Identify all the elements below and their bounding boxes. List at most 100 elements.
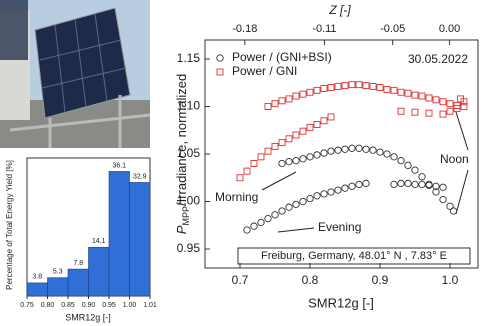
point — [334, 146, 342, 154]
point — [457, 95, 464, 103]
point — [439, 195, 447, 204]
point — [306, 88, 314, 96]
point — [418, 180, 426, 189]
point — [243, 167, 251, 175]
bar — [67, 268, 89, 297]
point — [348, 81, 356, 89]
point — [446, 100, 454, 108]
point — [292, 131, 300, 139]
point — [264, 103, 272, 110]
point — [449, 207, 458, 215]
point — [397, 179, 405, 188]
x2-tick-label: 0.00 — [439, 23, 460, 35]
point — [362, 179, 370, 188]
point — [306, 123, 314, 131]
point — [362, 82, 370, 90]
frame — [9, 95, 151, 148]
point — [446, 107, 454, 115]
point — [376, 84, 384, 91]
point — [320, 190, 328, 198]
point — [306, 153, 314, 161]
point — [404, 89, 412, 97]
point — [271, 142, 279, 150]
point — [327, 113, 335, 121]
value-label: 5.3 — [53, 269, 63, 276]
point — [341, 145, 349, 153]
x-tick-label: 0.8 — [302, 273, 319, 287]
point — [383, 85, 391, 93]
point — [404, 179, 412, 188]
point — [432, 96, 440, 104]
point — [341, 184, 349, 192]
x-axis-label: SMR12g [-] — [65, 312, 111, 322]
point — [278, 97, 286, 105]
x-axis-label: SMR12g [-] — [308, 295, 374, 310]
point — [292, 200, 300, 209]
point — [285, 135, 293, 143]
annotation: Evening — [318, 220, 361, 234]
point — [397, 156, 405, 165]
point — [355, 180, 363, 189]
bar — [108, 171, 130, 297]
point — [299, 155, 307, 163]
x-tick-label: 0.85 — [61, 302, 75, 309]
point — [397, 107, 405, 115]
y-axis-label: Percentage of Total Energy Yield [%] — [5, 160, 14, 290]
point — [313, 121, 321, 129]
y-axis-label: PMPP/Irradiance, normalized — [174, 74, 191, 234]
point — [432, 188, 440, 196]
point — [439, 110, 447, 118]
value-label: 14.1 — [92, 238, 106, 245]
point — [341, 82, 349, 90]
point — [369, 146, 377, 154]
y-tick-label: 1.00 — [177, 194, 201, 208]
legend-label: Power / (GNI+BSI) — [232, 50, 332, 64]
point — [271, 100, 279, 108]
x-tick-label: 0.90 — [82, 302, 96, 309]
point — [320, 117, 328, 125]
x2-tick-label: -0.18 — [232, 23, 257, 35]
point — [446, 202, 454, 210]
point — [453, 104, 461, 112]
point — [250, 160, 258, 167]
point — [460, 103, 468, 110]
point — [299, 127, 307, 135]
legend-label: Power / GNI — [232, 64, 297, 78]
point — [257, 153, 265, 161]
bar — [26, 282, 48, 297]
point — [390, 180, 398, 189]
point — [320, 149, 328, 157]
point — [432, 182, 440, 190]
x-tick-label: 1.00 — [123, 302, 137, 309]
value-label: 7.8 — [73, 260, 83, 267]
point — [285, 203, 293, 211]
value-label: 3.8 — [32, 274, 42, 281]
point — [278, 207, 286, 215]
bar — [88, 247, 110, 297]
point — [327, 84, 335, 91]
arrow — [455, 111, 469, 151]
point — [411, 108, 419, 116]
x-tick-label: 1.01 — [143, 302, 157, 309]
point — [292, 156, 300, 165]
point — [306, 194, 314, 203]
point — [411, 180, 419, 189]
point — [425, 109, 433, 117]
point — [404, 161, 412, 170]
panel-left — [0, 0, 28, 60]
point — [278, 139, 286, 147]
point — [376, 148, 384, 156]
point — [397, 88, 405, 96]
annotation: Noon — [440, 152, 469, 166]
x-tick-label: 0.7 — [232, 273, 249, 287]
point — [250, 222, 258, 230]
arrows — [261, 111, 469, 233]
bar — [129, 182, 151, 297]
point — [264, 147, 272, 155]
x-tick-label: 0.9 — [372, 273, 389, 287]
x-tick-label: 0.95 — [102, 302, 116, 309]
point — [439, 183, 447, 191]
top-axis-label: Z [-] — [328, 3, 351, 17]
point — [285, 95, 293, 103]
